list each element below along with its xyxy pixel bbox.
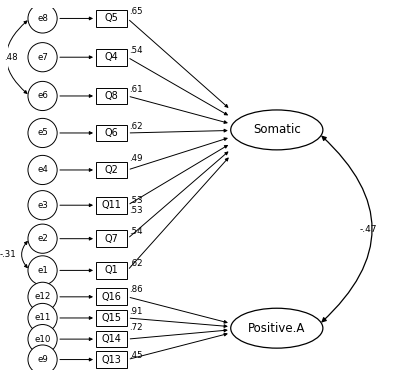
FancyBboxPatch shape: [96, 49, 128, 65]
Text: Q14: Q14: [102, 334, 122, 344]
Text: .48: .48: [4, 53, 18, 62]
FancyBboxPatch shape: [96, 262, 128, 279]
Text: Q6: Q6: [105, 128, 118, 138]
Ellipse shape: [28, 345, 57, 374]
Text: .53: .53: [129, 206, 143, 215]
FancyBboxPatch shape: [96, 88, 128, 104]
Ellipse shape: [28, 4, 57, 33]
Ellipse shape: [28, 118, 57, 147]
Text: Q7: Q7: [105, 234, 119, 244]
FancyBboxPatch shape: [96, 125, 128, 141]
Ellipse shape: [28, 155, 57, 184]
FancyBboxPatch shape: [96, 351, 128, 368]
Text: .62: .62: [129, 122, 143, 131]
Text: Somatic: Somatic: [253, 123, 301, 136]
Text: Q13: Q13: [102, 355, 122, 364]
Text: -.47: -.47: [359, 225, 377, 234]
Text: Q8: Q8: [105, 91, 118, 101]
Text: e4: e4: [37, 166, 48, 175]
FancyBboxPatch shape: [96, 10, 128, 27]
Text: e12: e12: [34, 292, 51, 301]
Text: Q2: Q2: [105, 165, 119, 175]
Text: Q1: Q1: [105, 265, 118, 276]
Text: Q16: Q16: [102, 292, 122, 302]
FancyBboxPatch shape: [96, 310, 128, 326]
FancyBboxPatch shape: [96, 331, 128, 347]
FancyBboxPatch shape: [96, 197, 128, 214]
Ellipse shape: [28, 81, 57, 110]
Ellipse shape: [28, 256, 57, 285]
Text: -.31: -.31: [0, 250, 16, 259]
FancyBboxPatch shape: [96, 288, 128, 305]
Text: e1: e1: [37, 266, 48, 275]
Text: e9: e9: [37, 355, 48, 364]
Text: .65: .65: [129, 7, 143, 16]
Text: Positive.A: Positive.A: [248, 322, 306, 335]
Text: .54: .54: [129, 227, 143, 236]
Text: .72: .72: [129, 323, 143, 332]
Text: e8: e8: [37, 14, 48, 23]
Text: .54: .54: [129, 46, 143, 55]
Ellipse shape: [28, 224, 57, 253]
Text: e5: e5: [37, 129, 48, 138]
Text: e10: e10: [34, 335, 51, 344]
Text: .62: .62: [129, 259, 143, 268]
Text: e11: e11: [34, 313, 51, 322]
Text: .91: .91: [129, 307, 143, 316]
Ellipse shape: [28, 325, 57, 354]
FancyBboxPatch shape: [96, 230, 128, 247]
Text: .53: .53: [129, 197, 143, 205]
Text: e2: e2: [37, 234, 48, 243]
Text: Q11: Q11: [102, 200, 122, 210]
Text: e7: e7: [37, 53, 48, 62]
Ellipse shape: [28, 43, 57, 72]
Text: e3: e3: [37, 201, 48, 210]
Ellipse shape: [28, 304, 57, 333]
Text: Q4: Q4: [105, 52, 118, 62]
Ellipse shape: [28, 282, 57, 311]
Text: Q15: Q15: [102, 313, 122, 323]
FancyArrowPatch shape: [322, 136, 372, 322]
Text: Q5: Q5: [105, 14, 119, 23]
Ellipse shape: [28, 191, 57, 220]
Ellipse shape: [231, 110, 323, 150]
Text: .86: .86: [129, 285, 143, 294]
Text: .45: .45: [129, 351, 143, 360]
Text: .61: .61: [129, 85, 143, 94]
Text: e6: e6: [37, 91, 48, 101]
FancyArrowPatch shape: [22, 242, 27, 268]
Ellipse shape: [231, 308, 323, 348]
FancyBboxPatch shape: [96, 162, 128, 178]
FancyArrowPatch shape: [6, 21, 27, 93]
Text: .49: .49: [129, 154, 143, 163]
